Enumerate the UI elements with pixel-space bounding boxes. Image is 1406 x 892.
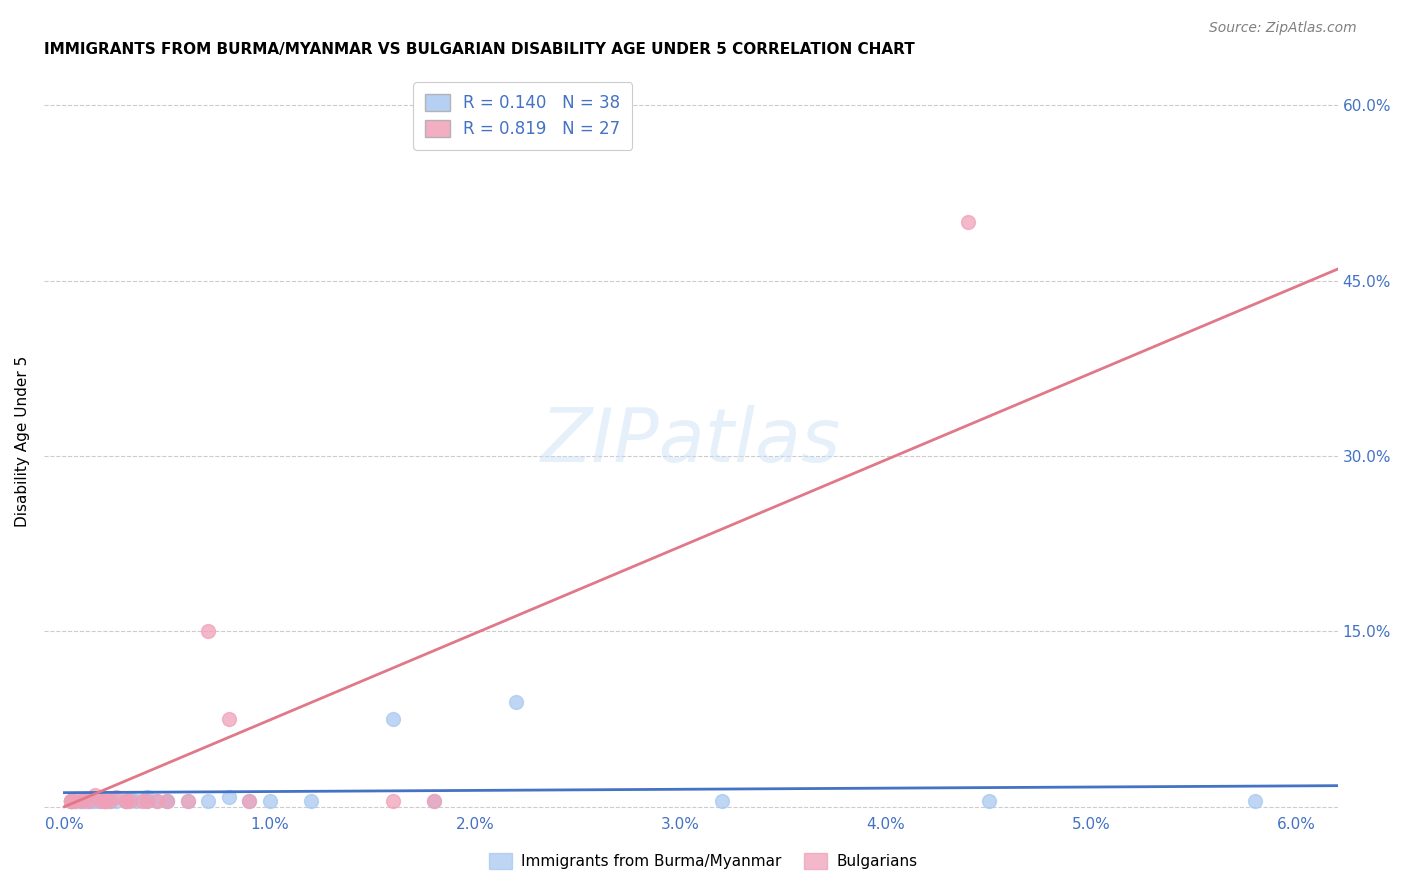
Point — [146, 794, 169, 808]
Point — [63, 794, 86, 808]
Point — [59, 794, 82, 808]
Legend: R = 0.140   N = 38, R = 0.819   N = 27: R = 0.140 N = 38, R = 0.819 N = 27 — [413, 82, 631, 150]
Text: IMMIGRANTS FROM BURMA/MYANMAR VS BULGARIAN DISABILITY AGE UNDER 5 CORRELATION CH: IMMIGRANTS FROM BURMA/MYANMAR VS BULGARI… — [44, 42, 915, 57]
Point — [72, 794, 94, 808]
Point — [1244, 794, 1267, 808]
Point — [115, 794, 138, 808]
Point — [98, 794, 121, 808]
Point — [98, 794, 121, 808]
Y-axis label: Disability Age Under 5: Disability Age Under 5 — [15, 356, 30, 527]
Point — [84, 788, 107, 802]
Point — [125, 794, 148, 808]
Point — [89, 794, 111, 808]
Point — [176, 794, 198, 808]
Point — [382, 794, 405, 808]
Point — [120, 791, 142, 805]
Point — [423, 794, 446, 808]
Point — [135, 794, 157, 808]
Point — [59, 794, 82, 808]
Point — [115, 794, 138, 808]
Text: Source: ZipAtlas.com: Source: ZipAtlas.com — [1209, 21, 1357, 35]
Point — [956, 215, 979, 229]
Point — [156, 794, 179, 808]
Point — [505, 694, 527, 708]
Point — [84, 794, 107, 808]
Point — [423, 794, 446, 808]
Point — [238, 794, 260, 808]
Text: ZIPatlas: ZIPatlas — [541, 406, 841, 477]
Point — [156, 794, 179, 808]
Point — [94, 794, 117, 808]
Point — [77, 794, 100, 808]
Point — [94, 794, 117, 808]
Point — [59, 794, 82, 808]
Point — [131, 794, 153, 808]
Legend: Immigrants from Burma/Myanmar, Bulgarians: Immigrants from Burma/Myanmar, Bulgarian… — [482, 847, 924, 875]
Point — [94, 794, 117, 808]
Point — [70, 794, 93, 808]
Point — [90, 794, 112, 808]
Point — [104, 790, 127, 805]
Point — [115, 794, 138, 808]
Point — [156, 794, 179, 808]
Point — [70, 794, 93, 808]
Point — [299, 794, 322, 808]
Point — [59, 794, 82, 808]
Point — [382, 712, 405, 726]
Point — [710, 794, 733, 808]
Point — [197, 794, 219, 808]
Point — [218, 712, 240, 726]
Point — [59, 794, 82, 808]
Point — [63, 794, 86, 808]
Point — [73, 794, 96, 808]
Point — [197, 624, 219, 639]
Point — [73, 794, 96, 808]
Point — [77, 794, 100, 808]
Point — [176, 794, 198, 808]
Point — [238, 794, 260, 808]
Point — [146, 794, 169, 808]
Point — [80, 794, 103, 808]
Point — [104, 794, 127, 808]
Point — [94, 794, 117, 808]
Point — [218, 790, 240, 805]
Point — [59, 794, 82, 808]
Point — [120, 794, 142, 808]
Point — [115, 794, 138, 808]
Point — [73, 791, 96, 805]
Point — [59, 794, 82, 808]
Point — [259, 794, 281, 808]
Point — [977, 794, 1000, 808]
Point — [135, 794, 157, 808]
Point — [135, 790, 157, 805]
